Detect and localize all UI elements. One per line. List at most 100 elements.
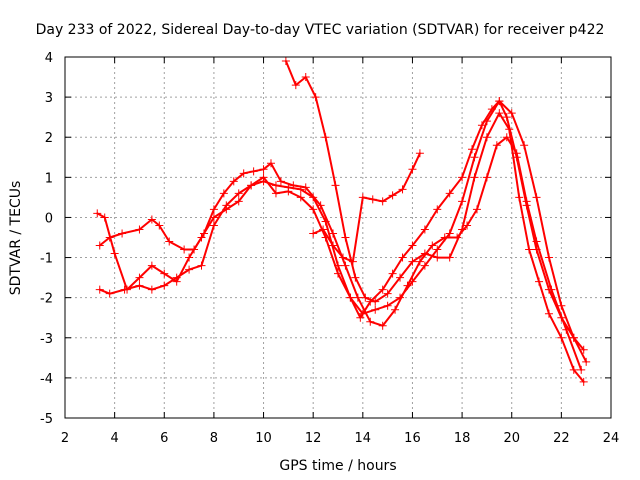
data-point (100, 213, 109, 222)
y-axis-label: SDTVAR / TECUs (8, 181, 24, 296)
data-point (408, 165, 417, 174)
data-point (515, 193, 524, 202)
data-point (482, 133, 491, 142)
data-point (557, 333, 566, 342)
data-point (535, 277, 544, 286)
data-point (502, 113, 511, 122)
y-tick-label: 3 (45, 91, 53, 106)
data-point (281, 57, 290, 66)
chart-title: Day 233 of 2022, Sidereal Day-to-day VTE… (36, 22, 605, 38)
data-point (408, 257, 417, 266)
data-point (495, 109, 504, 118)
data-point (155, 221, 164, 230)
data-point (361, 293, 370, 302)
data-point (95, 285, 104, 294)
data-point (398, 253, 407, 262)
data-point (334, 269, 342, 278)
y-tick-label: 2 (45, 131, 53, 146)
data-point (197, 233, 206, 242)
series-line (284, 60, 585, 383)
data-point (118, 229, 127, 238)
series-track-5 (309, 149, 424, 266)
data-point (492, 141, 501, 150)
data-point (470, 153, 479, 162)
data-point (358, 309, 367, 318)
data-point (172, 277, 181, 286)
data-point (219, 189, 228, 198)
data-point (532, 237, 541, 246)
data-point (532, 193, 541, 202)
data-point (291, 81, 300, 90)
x-tick-label: 24 (603, 431, 620, 446)
data-point (582, 357, 591, 366)
data-point (507, 109, 516, 118)
data-point (329, 241, 338, 250)
y-tick-label: -3 (40, 332, 53, 347)
data-point (135, 281, 144, 290)
data-point (366, 317, 375, 326)
data-point (420, 261, 429, 270)
data-point (472, 205, 481, 214)
data-point (160, 281, 169, 290)
data-point (433, 205, 442, 214)
data-point (147, 215, 156, 224)
x-tick-label: 8 (210, 431, 218, 446)
series-track-4 (93, 97, 591, 366)
data-point (415, 257, 424, 266)
y-tick-label: -2 (40, 292, 53, 307)
data-point (420, 225, 429, 234)
data-point (544, 253, 553, 262)
data-point (505, 125, 514, 134)
y-tick-label: -4 (40, 372, 53, 387)
x-axis-label: GPS time / hours (279, 458, 396, 474)
data-point (445, 229, 454, 238)
data-point (378, 321, 387, 330)
data-point (388, 269, 397, 278)
data-point (296, 193, 305, 202)
data-point (378, 197, 387, 206)
data-point (433, 253, 442, 262)
grid (65, 57, 611, 418)
data-point (276, 177, 285, 186)
data-point (512, 149, 521, 158)
data-point (316, 201, 325, 210)
x-tick-label: 2 (61, 431, 69, 446)
data-point (348, 257, 357, 266)
data-point (135, 225, 144, 234)
data-point (331, 181, 340, 190)
data-point (209, 205, 218, 214)
data-point (482, 173, 491, 182)
data-point (271, 189, 280, 198)
data-point (271, 181, 280, 190)
data-point (229, 177, 238, 186)
data-point (445, 253, 454, 262)
data-point (562, 325, 571, 334)
data-point (383, 289, 392, 298)
plot-frame (64, 56, 612, 419)
data-point (93, 209, 102, 218)
data-point (259, 173, 268, 182)
data-point (135, 273, 144, 282)
data-point (329, 229, 338, 238)
data-point (378, 285, 387, 294)
data-point (557, 301, 566, 310)
data-point (180, 245, 189, 254)
y-tick-label: -1 (40, 252, 53, 267)
x-tick-label: 6 (160, 431, 168, 446)
data-point (398, 185, 407, 194)
data-point (266, 159, 275, 168)
data-point (351, 273, 360, 282)
data-point (338, 253, 347, 262)
data-point (185, 253, 194, 262)
data-point (289, 181, 298, 190)
data-point (368, 195, 377, 204)
data-point (388, 191, 397, 200)
data-point (353, 293, 362, 302)
data-point (309, 205, 318, 214)
data-point (433, 245, 442, 254)
plot-area (93, 57, 591, 386)
data-point (249, 167, 258, 176)
data-point (470, 173, 479, 182)
